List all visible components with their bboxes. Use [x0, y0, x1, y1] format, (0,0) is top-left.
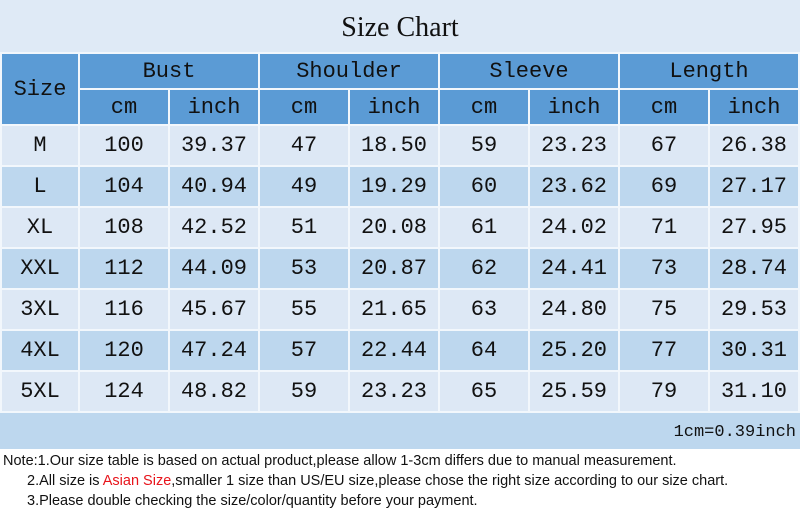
note-2-rest: ,smaller 1 size than US/EU size,please c…	[171, 473, 729, 489]
value-cell: 47	[258, 124, 350, 167]
note-3: 3.Please double checking the size/color/…	[27, 493, 478, 509]
size-chart-table: Size Bust Shoulder Sleeve Length cm inch c…	[0, 52, 800, 413]
table-row: 3XL 116 45.67 55 21.65 63 24.80 75 29.53	[0, 288, 800, 331]
value-cell: 59	[438, 124, 530, 167]
value-cell: 63	[438, 288, 530, 331]
value-cell: 39.37	[168, 124, 260, 167]
value-cell: 108	[78, 206, 170, 249]
subheader-cm: cm	[78, 88, 170, 126]
size-cell: 4XL	[0, 329, 80, 372]
value-cell: 48.82	[168, 370, 260, 413]
value-cell: 124	[78, 370, 170, 413]
header-shoulder: Shoulder	[258, 52, 440, 90]
value-cell: 65	[438, 370, 530, 413]
value-cell: 21.65	[348, 288, 440, 331]
subheader-inch: inch	[348, 88, 440, 126]
note-1: Note:1.Our size table is based on actual…	[3, 453, 677, 469]
subheader-cm: cm	[438, 88, 530, 126]
header-bust: Bust	[78, 52, 260, 90]
value-cell: 49	[258, 165, 350, 208]
value-cell: 27.95	[708, 206, 800, 249]
header-size: Size	[0, 52, 80, 126]
value-cell: 25.59	[528, 370, 620, 413]
value-cell: 26.38	[708, 124, 800, 167]
table-row: 4XL 120 47.24 57 22.44 64 25.20 77 30.31	[0, 329, 800, 372]
value-cell: 51	[258, 206, 350, 249]
value-cell: 30.31	[708, 329, 800, 372]
asian-size-highlight: Asian Size	[102, 473, 172, 489]
value-cell: 18.50	[348, 124, 440, 167]
value-cell: 120	[78, 329, 170, 372]
value-cell: 31.10	[708, 370, 800, 413]
size-cell: XL	[0, 206, 80, 249]
value-cell: 47.24	[168, 329, 260, 372]
value-cell: 71	[618, 206, 710, 249]
size-cell: 3XL	[0, 288, 80, 331]
value-cell: 69	[618, 165, 710, 208]
subheader-inch: inch	[168, 88, 260, 126]
note-2: 2.All size is Asian Size,smaller 1 size …	[3, 471, 800, 491]
value-cell: 20.87	[348, 247, 440, 290]
value-cell: 73	[618, 247, 710, 290]
value-cell: 27.17	[708, 165, 800, 208]
size-cell: XXL	[0, 247, 80, 290]
header-length: Length	[618, 52, 800, 90]
note-2-text: 2.All size is	[27, 473, 103, 489]
value-cell: 61	[438, 206, 530, 249]
value-cell: 79	[618, 370, 710, 413]
value-cell: 28.74	[708, 247, 800, 290]
header-sleeve: Sleeve	[438, 52, 620, 90]
value-cell: 22.44	[348, 329, 440, 372]
table-row: M 100 39.37 47 18.50 59 23.23 67 26.38	[0, 124, 800, 167]
table-row: XL 108 42.52 51 20.08 61 24.02 71 27.95	[0, 206, 800, 249]
value-cell: 40.94	[168, 165, 260, 208]
table-row: 5XL 124 48.82 59 23.23 65 25.59 79 31.10	[0, 370, 800, 413]
value-cell: 55	[258, 288, 350, 331]
value-cell: 112	[78, 247, 170, 290]
value-cell: 42.52	[168, 206, 260, 249]
value-cell: 24.80	[528, 288, 620, 331]
value-cell: 23.23	[348, 370, 440, 413]
value-cell: 24.41	[528, 247, 620, 290]
value-cell: 100	[78, 124, 170, 167]
value-cell: 104	[78, 165, 170, 208]
value-cell: 45.67	[168, 288, 260, 331]
subheader-cm: cm	[618, 88, 710, 126]
value-cell: 20.08	[348, 206, 440, 249]
value-cell: 44.09	[168, 247, 260, 290]
value-cell: 25.20	[528, 329, 620, 372]
value-cell: 19.29	[348, 165, 440, 208]
notes: Note:1.Our size table is based on actual…	[0, 449, 800, 511]
subheader-inch: inch	[708, 88, 800, 126]
value-cell: 75	[618, 288, 710, 331]
table-row: XXL 112 44.09 53 20.87 62 24.41 73 28.74	[0, 247, 800, 290]
subheader-cm: cm	[258, 88, 350, 126]
page-title: Size Chart	[0, 0, 800, 52]
size-cell: M	[0, 124, 80, 167]
value-cell: 64	[438, 329, 530, 372]
value-cell: 62	[438, 247, 530, 290]
value-cell: 23.23	[528, 124, 620, 167]
value-cell: 116	[78, 288, 170, 331]
subheader-inch: inch	[528, 88, 620, 126]
table-row: L 104 40.94 49 19.29 60 23.62 69 27.17	[0, 165, 800, 208]
value-cell: 59	[258, 370, 350, 413]
value-cell: 53	[258, 247, 350, 290]
value-cell: 57	[258, 329, 350, 372]
size-cell: L	[0, 165, 80, 208]
size-cell: 5XL	[0, 370, 80, 413]
value-cell: 60	[438, 165, 530, 208]
value-cell: 24.02	[528, 206, 620, 249]
value-cell: 23.62	[528, 165, 620, 208]
unit-conversion: 1cm=0.39inch	[0, 413, 800, 449]
value-cell: 29.53	[708, 288, 800, 331]
value-cell: 67	[618, 124, 710, 167]
value-cell: 77	[618, 329, 710, 372]
